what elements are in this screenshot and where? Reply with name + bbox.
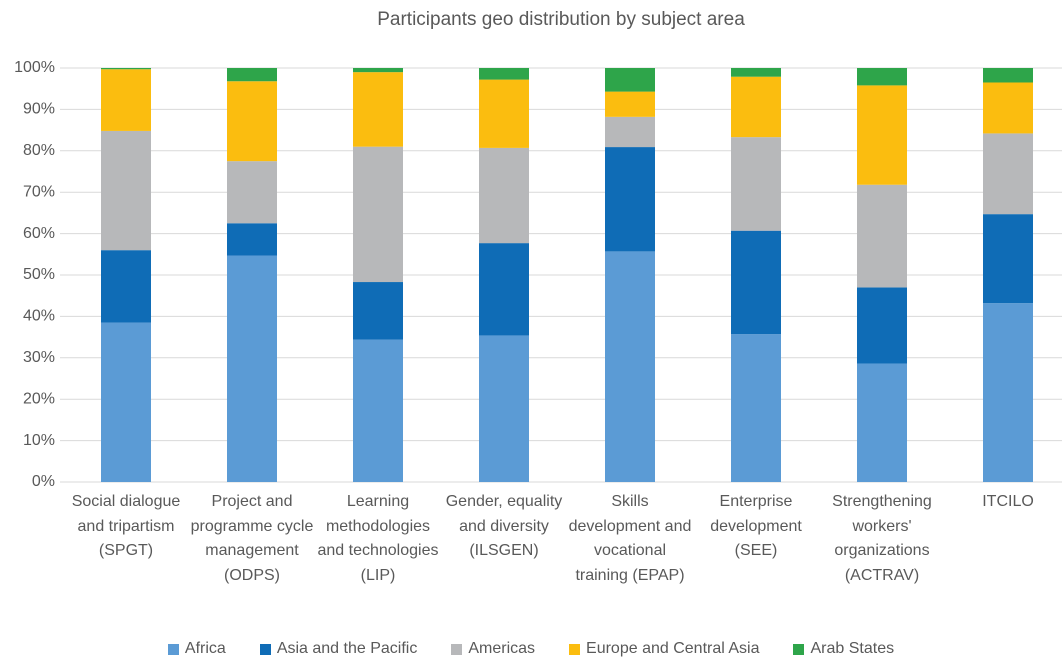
y-tick-label: 30% — [23, 349, 55, 366]
y-tick-label: 50% — [23, 266, 55, 283]
bar-segment — [353, 72, 403, 147]
bar-segment — [983, 68, 1033, 83]
bar-segment — [605, 147, 655, 252]
legend-swatch — [167, 643, 179, 655]
y-tick-label: 100% — [14, 59, 55, 76]
bar-segment — [227, 223, 277, 256]
bar-segment — [479, 147, 529, 244]
bar-segment — [731, 334, 781, 482]
x-tick-label: ITCILO — [982, 493, 1034, 510]
bar-segment — [353, 68, 403, 73]
bar-segment — [857, 363, 907, 482]
legend-label: Americas — [468, 640, 536, 657]
bar-segment — [479, 243, 529, 336]
bar-segment — [227, 161, 277, 224]
legend-item: Arab States — [793, 640, 894, 658]
bar-segment — [605, 68, 655, 92]
bar-segment — [857, 85, 907, 185]
y-tick-label: 20% — [23, 390, 55, 407]
bar-segment — [101, 322, 151, 482]
bar-segment — [479, 79, 529, 148]
x-tick-label: Project and programme cycle management (… — [190, 493, 314, 584]
bar-segment — [857, 68, 907, 86]
bar-segment — [983, 82, 1033, 134]
bar-segment — [983, 214, 1033, 304]
bar-segment — [731, 76, 781, 138]
legend-item: Africa — [167, 640, 226, 658]
bar-segment — [479, 68, 529, 80]
bar-segment — [731, 137, 781, 231]
x-tick-label: Learning methodologies and technologies … — [317, 493, 439, 584]
bar-segment — [605, 116, 655, 148]
legend-label: Asia and the Pacific — [276, 640, 418, 657]
bar-segment — [731, 68, 781, 77]
bar-segment — [983, 133, 1033, 215]
y-tick-label: 80% — [23, 142, 55, 159]
bar-segment — [605, 251, 655, 482]
x-tick-label: Skills development and vocational traini… — [568, 493, 692, 584]
bar-segment — [101, 68, 151, 70]
bar-segment — [857, 184, 907, 288]
chart-title: Participants geo distribution by subject… — [377, 9, 745, 30]
legend-swatch — [569, 643, 581, 655]
legend-label: Arab States — [810, 640, 895, 657]
legend-swatch — [259, 643, 271, 655]
legend-item: Asia and the Pacific — [259, 640, 418, 658]
legend-swatch — [451, 643, 463, 655]
x-tick-label: Social dialogue and tripartism (SPGT) — [71, 493, 181, 559]
y-tick-label: 10% — [23, 432, 55, 449]
bar-segment — [101, 69, 151, 131]
bar-segment — [101, 130, 151, 251]
bar-segment — [353, 146, 403, 283]
bar-segment — [101, 250, 151, 323]
y-tick-label: 90% — [23, 101, 55, 118]
x-tick-label: Strengthening workers' organizations (AC… — [832, 493, 932, 584]
y-tick-label: 70% — [23, 183, 55, 200]
x-tick-label: Enterprise development (SEE) — [710, 493, 802, 559]
legend-label: Europe and Central Asia — [586, 640, 760, 657]
legend-label: Africa — [184, 640, 226, 657]
bar-segment — [857, 287, 907, 364]
y-tick-label: 40% — [23, 308, 55, 325]
legend-item: Europe and Central Asia — [569, 640, 759, 658]
bar-segment — [227, 255, 277, 482]
bar-segment — [353, 282, 403, 340]
bar-segment — [353, 339, 403, 482]
legend-item: Americas — [451, 640, 535, 658]
bar-segment — [731, 230, 781, 335]
y-tick-label: 0% — [32, 473, 55, 490]
bar-segment — [983, 303, 1033, 482]
bar-segment — [227, 81, 277, 162]
x-tick-label: Gender, equality and diversity (ILSGEN) — [445, 493, 563, 559]
legend-swatch — [793, 643, 805, 655]
y-tick-label: 60% — [23, 225, 55, 242]
bar-segment — [479, 335, 529, 482]
legend: Africa Asia and the Pacific Americas Europe… — [0, 640, 1062, 658]
bar-segment — [227, 68, 277, 82]
bar-segment — [605, 91, 655, 117]
